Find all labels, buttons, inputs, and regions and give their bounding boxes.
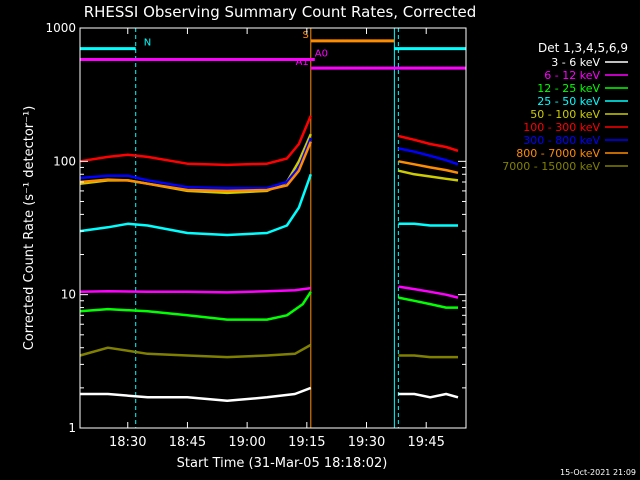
x-tick-label-0: 18:30 xyxy=(109,435,146,450)
annotation-label-S: S xyxy=(302,30,308,41)
legend-label-8: 7000 - 15000 keV xyxy=(502,160,600,173)
series-line-5-seg-1 xyxy=(398,134,459,152)
legend-label-5: 100 - 300 keV xyxy=(523,121,600,134)
series-line-3-seg-0 xyxy=(79,173,312,237)
legend-title: Det 1,3,4,5,6,9 xyxy=(538,41,628,55)
legend-label-2: 12 - 25 keV xyxy=(537,82,600,95)
legend-label-0: 3 - 6 keV xyxy=(551,56,600,69)
annotation-label-A0: A0 xyxy=(315,49,328,60)
x-tick-label-1: 18:45 xyxy=(169,435,206,450)
series-line-6-seg-0 xyxy=(79,137,312,190)
legend-label-6: 300 - 800 keV xyxy=(523,134,600,147)
series-line-7-seg-1 xyxy=(398,160,459,175)
y-tick-label-2: 100 xyxy=(53,154,76,168)
series-line-5-seg-0 xyxy=(79,115,312,167)
annotation-label-A1: A1 xyxy=(296,57,309,68)
x-axis-label: Start Time (31-Mar-05 18:18:02) xyxy=(177,456,388,471)
y-tick-label-3: 1000 xyxy=(45,21,76,35)
chart-title: RHESSI Observing Summary Count Rates, Co… xyxy=(84,3,477,21)
legend-label-7: 800 - 7000 keV xyxy=(516,147,600,160)
series-line-0-seg-1 xyxy=(398,392,459,399)
plot-frame xyxy=(79,27,467,429)
x-tick-label-2: 19:00 xyxy=(228,435,265,450)
annotation-label-N: N xyxy=(144,38,151,49)
series-line-2-seg-0 xyxy=(79,291,312,321)
x-tick-label-5: 19:45 xyxy=(407,435,444,450)
series-line-0-seg-0 xyxy=(80,386,312,403)
series-line-1-seg-1 xyxy=(398,285,459,299)
legend-label-4: 50 - 100 keV xyxy=(530,108,600,121)
series-line-7-seg-0 xyxy=(79,141,312,193)
series-line-4-seg-1 xyxy=(398,169,459,182)
y-axis-label: Corrected Count Rate (s⁻¹ detector⁻¹) xyxy=(22,106,37,351)
series-line-8-seg-0 xyxy=(79,343,312,359)
legend-label-3: 25 - 50 keV xyxy=(537,95,600,108)
x-tick-label-4: 19:30 xyxy=(348,435,385,450)
series-line-6-seg-1 xyxy=(398,147,459,166)
series-line-1-seg-0 xyxy=(79,286,311,294)
y-tick-label-1: 10 xyxy=(61,288,76,302)
plot-area: N S A0 A1 xyxy=(79,28,467,428)
legend-label-1: 6 - 12 keV xyxy=(544,69,600,82)
series-line-3-seg-1 xyxy=(398,222,458,227)
axes: 18:30 18:45 19:00 19:15 19:30 19:45 1 10 100 1000 xyxy=(45,21,466,450)
y-tick-label-0: 1 xyxy=(68,421,76,435)
series-line-8-seg-1 xyxy=(398,354,458,359)
x-tick-label-3: 19:15 xyxy=(288,435,325,450)
timestamp: 15-Oct-2021 21:09 xyxy=(560,468,636,477)
series-line-2-seg-1 xyxy=(398,296,458,309)
